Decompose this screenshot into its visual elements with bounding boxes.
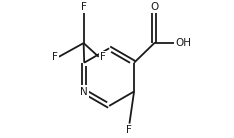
Text: F: F (81, 2, 87, 12)
Text: O: O (150, 2, 158, 12)
Text: F: F (127, 125, 132, 135)
Text: F: F (51, 52, 58, 62)
Text: OH: OH (175, 38, 191, 48)
Text: N: N (80, 87, 88, 96)
Text: F: F (100, 52, 106, 62)
